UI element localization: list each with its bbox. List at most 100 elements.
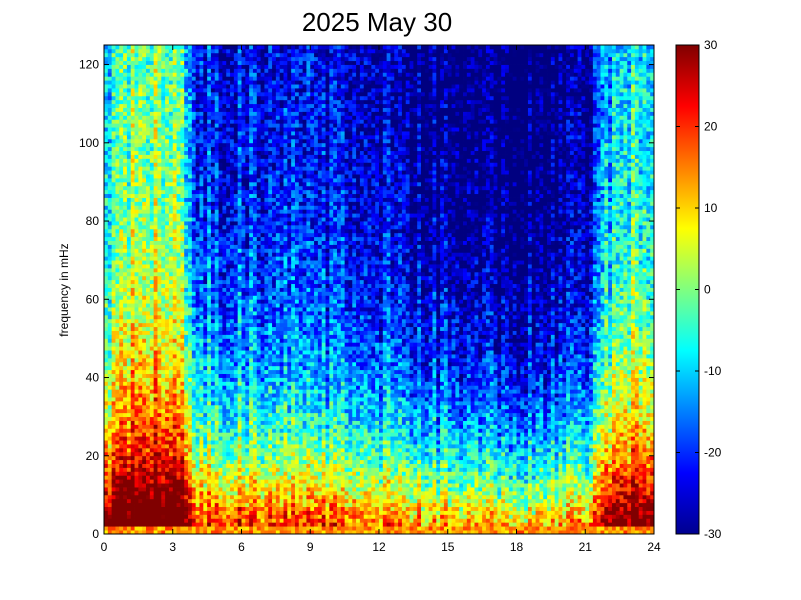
heatmap-cell — [188, 311, 193, 316]
heatmap-cell — [195, 303, 200, 308]
heatmap-cell — [207, 158, 212, 163]
heatmap-cell — [119, 240, 124, 245]
heatmap-cell — [146, 377, 151, 382]
heatmap-cell — [222, 76, 227, 81]
heatmap-cell — [168, 440, 174, 445]
heatmap-cell — [138, 146, 143, 152]
heatmap-cell — [203, 64, 208, 69]
heatmap-cell — [249, 138, 254, 144]
heatmap-cell — [226, 479, 231, 484]
heatmap-cell — [172, 381, 177, 386]
heatmap-cell — [115, 483, 120, 488]
heatmap-cell — [126, 146, 132, 152]
heatmap-cell — [252, 150, 258, 155]
heatmap-cell — [130, 142, 135, 148]
heatmap-cell — [126, 91, 132, 97]
heatmap-cell — [180, 236, 185, 241]
heatmap-cell — [222, 506, 227, 511]
heatmap-cell — [214, 487, 219, 492]
heatmap-cell — [195, 205, 200, 210]
heatmap-cell — [123, 252, 128, 257]
heatmap-cell — [146, 506, 151, 511]
heatmap-cell — [199, 205, 204, 210]
heatmap-cell — [180, 279, 185, 285]
heatmap-cell — [188, 91, 193, 97]
heatmap-cell — [126, 271, 132, 277]
heatmap-cell — [115, 330, 120, 335]
heatmap-cell — [233, 526, 239, 531]
heatmap-cell — [241, 444, 246, 449]
heatmap-cell — [191, 404, 197, 410]
heatmap-cell — [107, 52, 113, 58]
heatmap-cell — [199, 393, 204, 398]
heatmap-cell — [146, 60, 151, 65]
heatmap-cell — [157, 123, 162, 128]
heatmap-cell — [245, 350, 250, 355]
heatmap-cell — [233, 221, 239, 226]
heatmap-cell — [107, 201, 113, 206]
heatmap-cell — [237, 76, 242, 81]
heatmap-cell — [134, 334, 139, 339]
heatmap-cell — [241, 80, 246, 85]
heatmap-cell — [146, 178, 151, 183]
heatmap-cell — [188, 264, 193, 269]
heatmap-cell — [233, 412, 239, 418]
heatmap-cell — [195, 146, 200, 152]
heatmap-cell — [218, 88, 223, 93]
heatmap-cell — [153, 447, 158, 453]
heatmap-cell — [191, 76, 197, 81]
heatmap-cell — [195, 221, 200, 226]
heatmap-cell — [165, 224, 170, 230]
heatmap-cell — [115, 455, 120, 461]
heatmap-cell — [199, 275, 204, 281]
heatmap-cell — [218, 424, 223, 429]
heatmap-cell — [126, 530, 132, 535]
heatmap-cell — [176, 256, 181, 261]
heatmap-cell — [188, 205, 193, 210]
heatmap-cell — [180, 408, 185, 414]
heatmap-cell — [146, 45, 151, 50]
heatmap-cell — [161, 201, 166, 206]
heatmap-cell — [230, 181, 235, 187]
heatmap-cell — [165, 311, 170, 316]
heatmap-cell — [207, 256, 212, 261]
heatmap-cell — [222, 287, 227, 292]
heatmap-cell — [126, 205, 132, 210]
heatmap-cell — [119, 447, 124, 453]
heatmap-cell — [203, 526, 208, 531]
heatmap-cell — [214, 440, 219, 445]
heatmap-cell — [123, 119, 128, 124]
heatmap-cell — [199, 236, 204, 241]
heatmap-cell — [146, 224, 151, 230]
heatmap-cell — [210, 111, 216, 116]
heatmap-cell — [119, 389, 124, 394]
heatmap-cell — [115, 217, 120, 222]
heatmap-cell — [199, 514, 204, 519]
heatmap-cell — [241, 498, 246, 504]
heatmap-cell — [119, 444, 124, 449]
heatmap-cell — [149, 451, 155, 457]
heatmap-cell — [214, 64, 219, 69]
heatmap-cell — [115, 377, 120, 382]
heatmap-cell — [226, 217, 231, 222]
heatmap-cell — [146, 95, 151, 101]
heatmap-cell — [161, 138, 166, 144]
heatmap-cell — [123, 357, 128, 363]
heatmap-cell — [119, 95, 124, 101]
heatmap-cell — [210, 189, 216, 195]
heatmap-cell — [191, 213, 197, 218]
heatmap-cell — [111, 381, 116, 386]
heatmap-cell — [214, 428, 219, 433]
heatmap-cell — [207, 377, 212, 382]
heatmap-cell — [107, 119, 113, 124]
heatmap-cell — [161, 205, 166, 210]
heatmap-cell — [172, 158, 177, 163]
heatmap-cell — [130, 318, 135, 324]
heatmap-cell — [149, 338, 155, 343]
heatmap-cell — [153, 322, 158, 328]
heatmap-cell — [218, 381, 223, 386]
heatmap-cell — [142, 295, 147, 300]
heatmap-cell — [245, 95, 250, 101]
heatmap-cell — [249, 260, 254, 265]
heatmap-cell — [146, 142, 151, 148]
